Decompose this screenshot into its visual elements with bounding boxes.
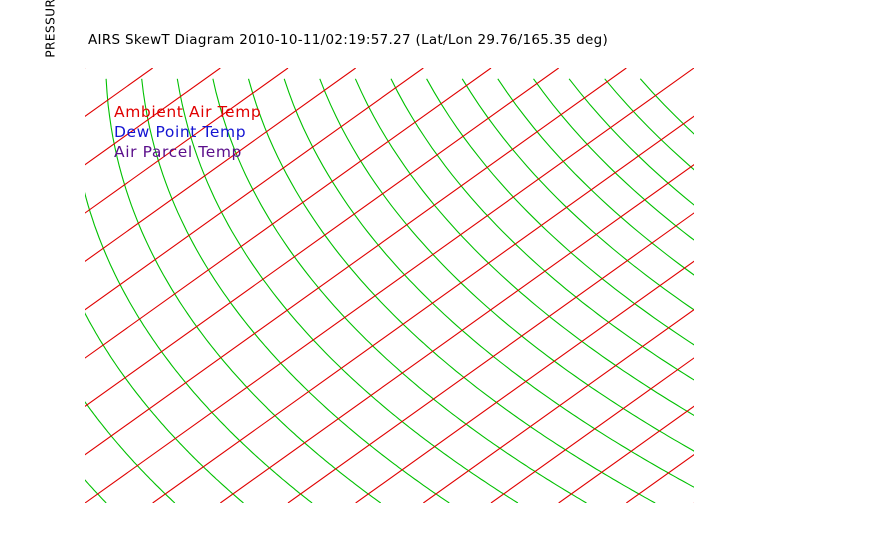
page-title: AIRS SkewT Diagram 2010-10-11/02:19:57.2… [88,32,609,48]
legend-dew-point-temp: Dew Point Temp [114,123,247,141]
legend-ambient-air-temp: Ambient Air Temp [114,103,262,121]
legend-air-parcel-temp: Air Parcel Temp [114,143,242,161]
pressure-axis-label: PRESSURE (MB) [43,0,58,58]
